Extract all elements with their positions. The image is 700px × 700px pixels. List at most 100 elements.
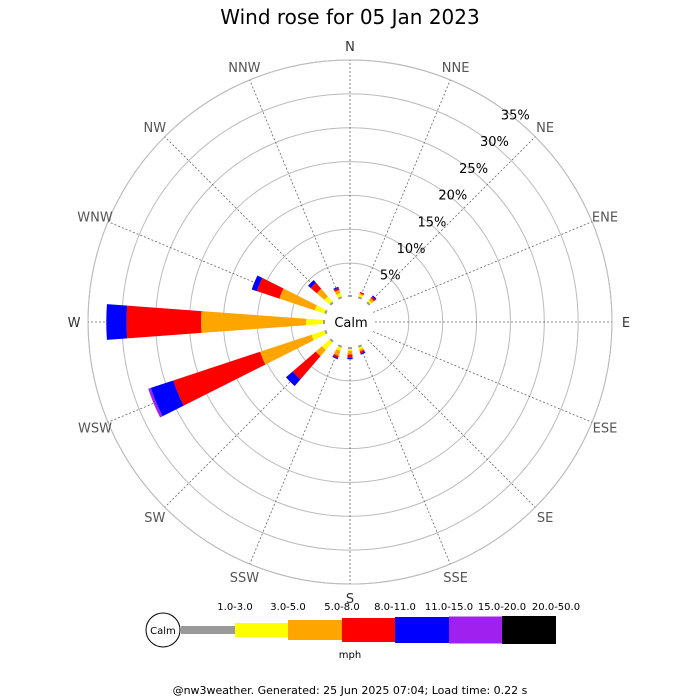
bar-ne-bin-1 <box>366 301 371 306</box>
legend-swatch-6 <box>449 616 502 644</box>
legend-label-1: 1.0-3.0 <box>217 602 252 613</box>
spoke-ssw <box>249 344 341 565</box>
bar-wsw-bin-4 <box>173 351 266 406</box>
bar-nnw-bin-4 <box>333 287 340 292</box>
speed-legend: Calm 1.0-3.0 3.0-5.0 5.0-8.0 8.0-11.0 11.0-15… <box>145 602 580 661</box>
direction-label-w: W <box>68 316 81 331</box>
bar-w-bin-2 <box>306 318 324 326</box>
legend-swatch-2 <box>235 623 288 637</box>
bar-nw-bin-5 <box>308 280 316 288</box>
direction-label-s: S <box>346 592 354 607</box>
bar-nw-bin-3 <box>316 288 328 300</box>
bar-wnw-bin-1 <box>324 309 328 315</box>
legend-label-4: 8.0-11.0 <box>374 602 416 613</box>
bar-wnw-bin-4 <box>256 277 284 299</box>
legend-swatch-1 <box>181 626 235 634</box>
bar-sw-bin-2 <box>321 339 333 351</box>
bar-wsw-bin-6 <box>148 387 163 418</box>
ring-label-2: 10% <box>397 242 426 257</box>
ring-label-5: 25% <box>459 162 488 177</box>
bar-nnw-bin-5 <box>333 286 339 290</box>
bar-nne-bin-1 <box>357 296 363 300</box>
bar-nw-bin-1 <box>329 301 334 306</box>
footer-text: @nw3weather. Generated: 25 Jun 2025 07:0… <box>173 684 528 697</box>
bar-nnw-bin-2 <box>336 293 342 298</box>
spoke-ne <box>367 136 536 305</box>
bar-s-bin-1 <box>348 346 352 350</box>
direction-label-sse: SSE <box>443 571 468 586</box>
bar-sse-bin-1 <box>357 344 363 348</box>
bar-nnw-bin-3 <box>334 289 341 295</box>
bar-wnw-bin-5 <box>251 275 263 292</box>
bar-ssw-bin-1 <box>337 344 343 348</box>
ring-label-4: 20% <box>438 189 467 204</box>
bar-s-bin-3 <box>347 350 353 355</box>
bar-sse-bin-5 <box>360 351 366 355</box>
bar-wsw-bin-5 <box>150 380 184 417</box>
legend-swatch-5 <box>395 617 449 643</box>
ring-label-6: 30% <box>480 135 509 150</box>
bar-n-bin-1 <box>348 294 352 298</box>
bar-nne-bin-2 <box>358 294 364 298</box>
bar-sw-bin-5 <box>285 371 301 387</box>
bar-wnw-bin-3 <box>279 288 317 311</box>
bar-nne-bin-3 <box>359 293 364 297</box>
bar-sw-bin-3 <box>315 346 326 357</box>
ring-label-1: 5% <box>380 269 401 284</box>
direction-label-wnw: WNW <box>77 210 113 225</box>
spoke-sse <box>359 344 451 565</box>
bar-wsw-bin-3 <box>260 334 314 365</box>
legend-calm-circle <box>145 612 181 648</box>
calm-circle <box>325 297 375 347</box>
ring-label-7: 35% <box>501 109 530 124</box>
bar-wnw-bin-2 <box>314 305 326 314</box>
direction-label-ne: NE <box>536 121 554 136</box>
legend-swatch-4 <box>342 618 395 642</box>
direction-label-sw: SW <box>144 511 165 526</box>
bar-sse-bin-3 <box>359 347 364 352</box>
bar-ssw-bin-4 <box>332 354 339 358</box>
bar-sse-bin-4 <box>359 349 365 354</box>
spoke-nnw <box>249 79 341 300</box>
direction-label-ssw: SSW <box>230 571 260 586</box>
chart-title: Wind rose for 05 Jan 2023 <box>220 5 479 29</box>
bar-w-bin-4 <box>126 305 202 339</box>
legend-label-7: 20.0-50.0 <box>532 602 580 613</box>
legend-label-5: 11.0-15.0 <box>425 602 473 613</box>
bar-nw-bin-2 <box>324 296 333 305</box>
legend-swatch-7 <box>502 616 556 644</box>
legend-swatch-3 <box>288 620 342 640</box>
direction-label-nne: NNE <box>442 61 470 76</box>
spoke-ene <box>372 221 593 313</box>
bar-wsw-bin-1 <box>324 329 328 335</box>
calm-label: Calm <box>334 316 367 331</box>
spoke-sw <box>164 339 333 508</box>
spoke-nne <box>359 79 451 300</box>
bar-sw-bin-1 <box>329 338 334 343</box>
direction-label-nw: NW <box>144 121 167 136</box>
bar-nw-bin-4 <box>310 282 322 294</box>
bar-w-bin-3 <box>201 311 307 333</box>
wind-bars <box>106 275 377 418</box>
direction-label-n: N <box>345 40 355 55</box>
spoke-wsw <box>107 331 328 423</box>
bar-ne-bin-3 <box>368 297 375 304</box>
bar-s-bin-5 <box>347 357 353 360</box>
bar-ne-bin-5 <box>372 295 377 300</box>
bar-nnw-bin-1 <box>337 296 343 300</box>
direction-label-wsw: WSW <box>78 422 112 437</box>
spoke-nw <box>164 136 333 305</box>
bar-sw-bin-4 <box>292 351 321 380</box>
legend-label-2: 3.0-5.0 <box>270 602 305 613</box>
bar-nne-bin-4 <box>359 291 365 295</box>
bar-ne-bin-2 <box>367 299 373 305</box>
legend-calm-label: Calm <box>150 626 176 637</box>
legend-unit: mph <box>339 650 361 661</box>
spoke-wnw <box>107 221 328 313</box>
bar-ssw-bin-2 <box>336 346 342 351</box>
ring-label-3: 15% <box>417 215 446 230</box>
direction-label-ese: ESE <box>593 422 618 437</box>
bar-wsw-bin-2 <box>311 330 326 341</box>
direction-label-se: SE <box>537 511 553 526</box>
